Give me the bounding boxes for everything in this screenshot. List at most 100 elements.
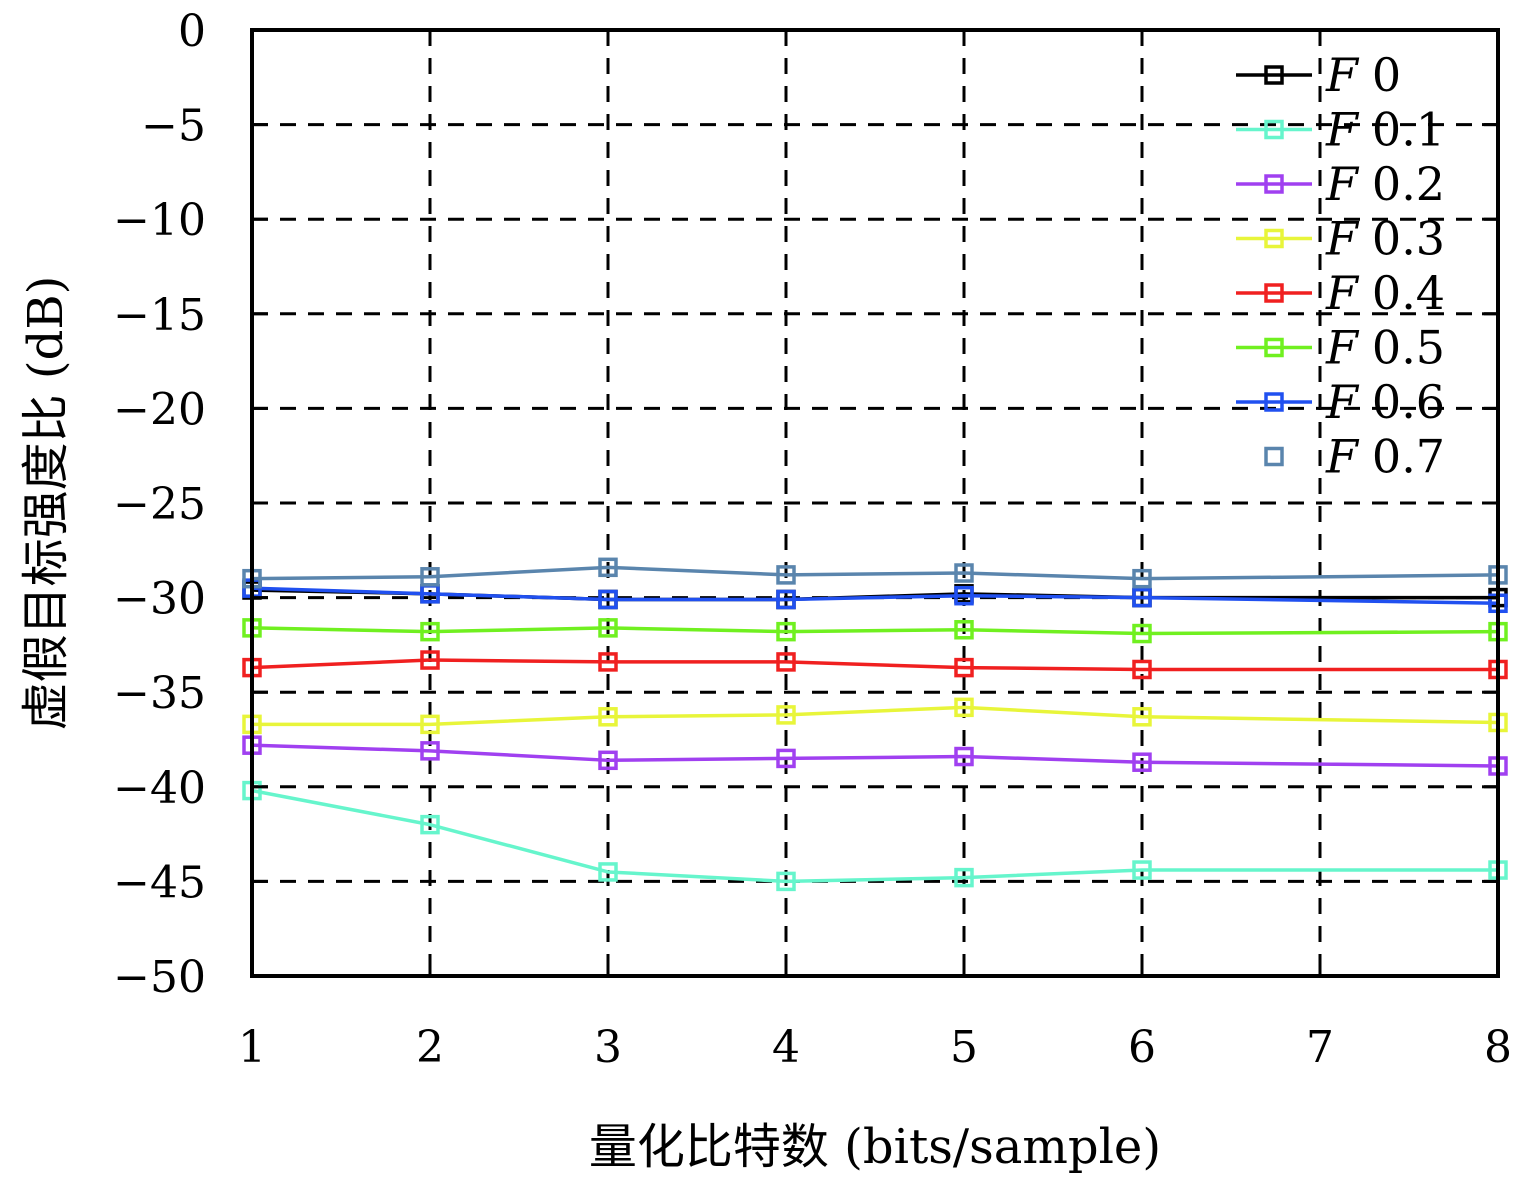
legend-label-value: 0.7 [1372,430,1445,484]
data-point [598,589,618,610]
y-tick-label: −5 [141,101,206,152]
data-point [420,567,440,587]
series-0-2 [242,735,1508,776]
data-point [1132,752,1152,772]
x-tick-label: 7 [1306,1022,1334,1073]
data-point [420,814,440,835]
x-tick-label: 3 [594,1022,622,1073]
ticks [250,28,1500,978]
legend-marker [1264,392,1284,412]
legend-label-prefix: F [1325,375,1360,429]
legend-item: F 0.6 [1236,375,1445,429]
series-0-1 [242,780,1508,892]
data-point [954,620,974,640]
data-point [954,867,974,888]
y-tick-label: −10 [113,195,206,246]
data-point [776,871,796,892]
series-line [251,788,1498,884]
legend-label-value: 0.6 [1372,375,1445,429]
y-tick-label: −40 [113,763,206,814]
series-line [251,586,1499,606]
legend-label-prefix: F [1325,430,1360,484]
series-line [251,626,1499,636]
data-point [954,563,974,583]
x-tick-label: 8 [1484,1022,1512,1073]
legend-label-prefix: F [1325,48,1360,102]
series-line [251,743,1499,768]
data-point [598,618,618,638]
tick-labels: 1 2 3 4 5 6 7 8 0 −5 −10 −15 −20 −25 −30 −35 −40 −45 −50 [113,6,1512,1073]
series-line [251,565,1499,581]
x-axis-title: 量化比特数 (bits/sample) [589,1119,1161,1175]
legend-label-value: 0.2 [1372,157,1445,211]
data-point [1132,623,1152,644]
legend-label-prefix: F [1325,266,1360,320]
y-tick-label: −15 [113,290,206,341]
data-point [420,650,440,670]
legend-label-prefix: F [1325,321,1360,375]
data-point [1132,860,1152,880]
legend-marker [1264,228,1284,249]
series-0-5 [242,618,1508,644]
legend-label-prefix: F [1325,157,1360,211]
data-point [954,697,974,718]
series-layer [242,557,1508,892]
data-point [598,707,618,727]
x-tick-label: 4 [772,1022,800,1073]
y-tick-label: −35 [113,668,206,719]
data-point [1132,568,1152,589]
grid [252,30,1498,976]
data-point [776,705,796,725]
y-tick-label: −50 [113,952,206,1003]
data-point [1132,707,1152,727]
legend-marker [1264,446,1284,467]
legend-marker [1264,174,1284,194]
legend-label: F 0.1 [1325,103,1445,157]
y-tick-label: −30 [113,574,206,625]
legend-label: F 0.3 [1325,212,1445,266]
x-tick-label: 2 [416,1022,444,1073]
legend-label-value: 0.5 [1372,321,1445,375]
series-line [252,705,1499,727]
series-0-3 [242,697,1508,735]
legend-marker [1264,283,1284,303]
data-point [954,746,974,767]
data-point [776,652,796,672]
data-point [1132,659,1152,680]
legend-label-prefix: F [1325,212,1360,266]
legend-item: F 0.2 [1236,157,1445,211]
legend-label: F 0.2 [1325,157,1445,211]
legend-item: F 0.4 [1236,266,1445,320]
y-tick-label: −25 [113,479,206,530]
legend-label: F 0.5 [1325,321,1445,375]
data-point [776,621,796,642]
data-point [1132,587,1152,608]
y-axis-title: 虚假目标强度比 (dB) [18,276,74,731]
legend-marker [1264,65,1284,85]
series-line [251,658,1498,672]
legend-marker [1264,119,1284,140]
series-0-4 [242,650,1508,680]
data-point [598,557,618,578]
legend-label: F 0.6 [1325,375,1445,429]
legend-marker [1264,337,1284,358]
data-point [598,750,618,771]
legend-item: F 0.3 [1236,212,1445,266]
x-tick-label: 5 [950,1022,978,1073]
x-tick-label: 1 [238,1022,266,1073]
legend-label-value: 0 [1372,48,1401,102]
data-point [598,652,618,672]
legend-item: F 0.1 [1236,103,1445,157]
legend-label: F 0.7 [1325,430,1445,484]
data-point [776,565,796,585]
data-point [420,714,440,735]
y-tick-label: 0 [178,6,206,57]
y-tick-label: −45 [113,857,206,908]
data-point [954,657,974,678]
data-point [776,748,796,769]
data-point [420,621,440,642]
legend-label-prefix: F [1325,103,1360,157]
